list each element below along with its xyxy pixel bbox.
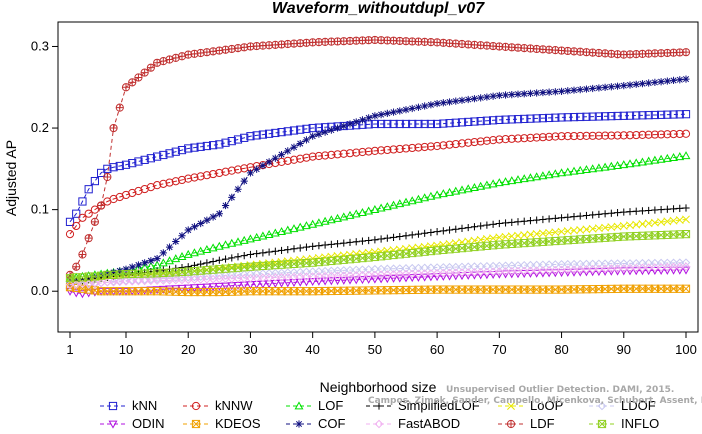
y-tick-label: 0.1 <box>31 202 49 217</box>
legend-marker <box>597 401 607 411</box>
x-tick-label: 30 <box>243 342 257 357</box>
series-line-odin <box>69 269 687 295</box>
series-marks <box>65 35 691 299</box>
legend-marker <box>191 419 201 429</box>
series-markers-cof <box>66 75 690 287</box>
legend-item-knn: kNN <box>100 398 157 413</box>
series-inflo <box>65 230 691 283</box>
series-line-knn <box>69 113 687 223</box>
legend-label: kNN <box>132 398 157 413</box>
watermark-line-1: Unsupervised Outlier Detection. DAMI, 20… <box>446 385 674 395</box>
legend-marker <box>507 402 515 410</box>
series-markers-knn <box>65 110 691 226</box>
legend-marker <box>506 419 516 429</box>
x-tick-label: 60 <box>430 342 444 357</box>
x-tick-label: 1 <box>66 342 73 357</box>
legend-item-ldof: LDOF <box>589 398 656 413</box>
legend-label: kNNW <box>215 398 253 413</box>
x-tick-label: 100 <box>675 342 697 357</box>
legend-item-lof: LOF <box>286 398 343 413</box>
x-axis-label: Neighborhood size <box>320 379 437 395</box>
chart-title: Waveform_withoutdupl_v07 <box>272 0 485 17</box>
legend: kNN kNNW LOF SimplifiedLOF LoOP LDOF ODIN KDEOS… <box>100 398 659 431</box>
y-tick-label: 0.0 <box>31 283 49 298</box>
y-axis-label: Adjusted AP <box>3 140 19 216</box>
legend-item-cof: COF <box>286 416 346 431</box>
series-lof <box>65 151 691 282</box>
series-cof <box>66 75 690 287</box>
x-tick-label: 90 <box>617 342 631 357</box>
series-knn <box>65 110 691 226</box>
legend-label: LoOP <box>530 398 563 413</box>
legend-label: INFLO <box>621 416 659 431</box>
x-tick-label: 80 <box>554 342 568 357</box>
legend-marker <box>295 420 303 428</box>
x-tick-label: 40 <box>305 342 319 357</box>
series-ldof <box>65 258 691 292</box>
legend-label: LOF <box>318 398 343 413</box>
series-markers-kdeos <box>65 283 691 297</box>
legend-marker <box>374 419 384 429</box>
series-markers-fastabod <box>65 262 691 289</box>
legend-marker <box>294 401 304 410</box>
legend-item-knnw: kNNW <box>183 398 253 413</box>
x-tick-label: 70 <box>492 342 506 357</box>
series-markers-ldof <box>65 258 691 292</box>
legend-marker <box>191 401 201 411</box>
series-markers-knnw <box>65 129 691 239</box>
legend-item-fastabod: FastABOD <box>366 416 460 431</box>
x-axis: 1 10 20 30 40 50 60 70 80 90 100 <box>66 332 697 357</box>
x-tick-label: 10 <box>119 342 133 357</box>
watermark-line-2: Campos, Zimek, Sander, Campello, Micenko… <box>368 396 702 406</box>
legend-item-odin: ODIN <box>100 416 165 431</box>
legend-marker <box>108 401 118 411</box>
legend-item-loop: LoOP <box>498 398 563 413</box>
series-markers-lof <box>65 151 691 282</box>
axes: 1 10 20 30 40 50 60 70 80 90 100 0.0 0.1 0.2 0.3 <box>31 38 697 357</box>
plot-area <box>57 21 699 333</box>
legend-label: COF <box>318 416 346 431</box>
x-tick-label: 20 <box>181 342 195 357</box>
legend-item-inflo: INFLO <box>589 416 659 431</box>
legend-marker <box>597 419 607 429</box>
series-line-loop <box>70 218 687 284</box>
legend-label: LDOF <box>621 398 656 413</box>
legend-item-kdeos: KDEOS <box>183 416 261 431</box>
series-line-lof <box>69 155 687 279</box>
legend-item-simplifiedlof: SimplifiedLOF <box>366 398 480 413</box>
x-tick-label: 50 <box>368 342 382 357</box>
legend-marker <box>108 420 118 429</box>
legend-marker <box>375 402 383 410</box>
legend-label: SimplifiedLOF <box>398 398 480 413</box>
series-ldf <box>65 35 691 279</box>
series-knnw <box>65 129 691 239</box>
y-tick-label: 0.2 <box>31 120 49 135</box>
legend-label: KDEOS <box>215 416 261 431</box>
legend-label: FastABOD <box>398 416 460 431</box>
series-kdeos <box>65 283 691 297</box>
series-markers-inflo <box>65 230 691 283</box>
series-markers-ldf <box>65 35 691 279</box>
y-tick-label: 0.3 <box>31 38 49 53</box>
legend-label: ODIN <box>132 416 165 431</box>
series-fastabod <box>65 262 691 289</box>
series-odin <box>65 266 691 299</box>
y-axis: 0.0 0.1 0.2 0.3 <box>31 38 58 298</box>
legend-item-ldf: LDF <box>498 416 555 431</box>
legend-label: LDF <box>530 416 555 431</box>
